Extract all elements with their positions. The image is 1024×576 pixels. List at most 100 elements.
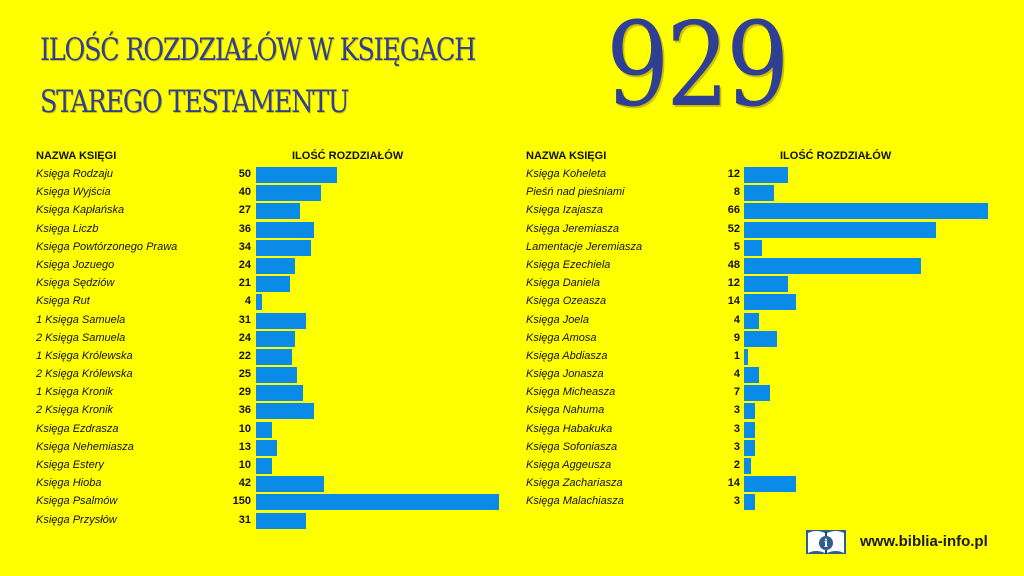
value-label: 13: [238, 440, 251, 453]
bar: [256, 221, 315, 238]
bar: [744, 257, 922, 274]
bar: [256, 203, 300, 220]
category-label: 2 Księga Samuela: [36, 331, 126, 344]
value-label: 24: [238, 258, 251, 271]
open-book-info-icon: i: [806, 530, 846, 554]
bar: [744, 348, 748, 365]
bar-row: Księga Ozeasza 14: [526, 293, 1006, 311]
category-label: Księga Daniela: [526, 277, 600, 290]
category-label: Księga Wyjścia: [36, 186, 111, 199]
bar: [256, 512, 307, 529]
value-label: 3: [733, 422, 740, 435]
category-label: Księga Jonasza: [526, 368, 604, 381]
bar: [256, 185, 321, 202]
category-label: Księga Rodzaju: [36, 168, 114, 180]
value-label: 21: [238, 277, 251, 290]
bar-row: 2 Księga Królewska 25: [36, 366, 516, 384]
value-label: 22: [238, 349, 251, 362]
bar: [744, 403, 756, 420]
category-label: Księga Powtórzonego Prawa: [36, 240, 178, 253]
value-label: 4: [244, 295, 251, 308]
bar-row: Księga Aggeusza 2: [526, 457, 1006, 475]
bar-row: Księga Izajasza 66: [526, 202, 1006, 220]
bar: [744, 203, 988, 220]
bar-row: Księga Kapłańska 27: [36, 202, 516, 220]
value-label: 3: [733, 440, 740, 453]
category-label: Księga Przysłów: [36, 513, 117, 526]
bar: [744, 330, 778, 347]
category-label: Księga Ozeasza: [526, 295, 607, 308]
bar: [256, 294, 263, 311]
bar-row: Księga Amosa 9: [526, 330, 1006, 348]
bar: [256, 167, 337, 183]
bar-row: Księga Sędziów 21: [36, 275, 516, 293]
site-url: www.biblia-info.pl: [860, 533, 988, 550]
category-label: Księga Koheleta: [526, 168, 607, 180]
bar-row: Księga Estery 10: [36, 457, 516, 475]
bar: [256, 312, 307, 329]
category-label: Księga Sofoniasza: [526, 440, 618, 453]
category-label: Księga Jozuego: [36, 258, 115, 271]
bar: [744, 185, 774, 202]
category-label: Księga Sędziów: [36, 277, 115, 290]
value-label: 4: [733, 368, 740, 381]
bar-row: Księga Jozuego 24: [36, 257, 516, 275]
bar-row: Księga Ezechiela 48: [526, 257, 1006, 275]
bar-row: 1 Księga Samuela 31: [36, 312, 516, 330]
bar-row: Księga Malachiasza 3: [526, 493, 1006, 511]
bar: [256, 403, 315, 420]
chart-header-row: NAZWA KSIĘGI ILOŚĆ ROZDZIAŁÓW: [36, 148, 516, 166]
category-label: Księga Liczb: [36, 222, 99, 235]
value-label: 36: [238, 222, 251, 235]
value-label: 2: [733, 459, 740, 471]
category-label: Księga Zachariasza: [526, 477, 623, 490]
category-label: 2 Księga Kronik: [36, 404, 114, 417]
bar: [744, 221, 937, 238]
bar: [744, 167, 789, 183]
value-label: 24: [238, 331, 251, 344]
title-line-1: ILOŚĆ ROZDZIAŁÓW W KSIĘGACH: [40, 32, 476, 68]
value-label: 36: [238, 404, 251, 417]
category-label: Księga Hioba: [36, 477, 102, 490]
category-header: NAZWA KSIĘGI: [36, 150, 117, 162]
category-label: 1 Księga Kronik: [36, 386, 114, 399]
bar-row: Księga Wyjścia 40: [36, 184, 516, 202]
category-label: Pieśń nad pieśniami: [526, 186, 625, 199]
bar: [744, 421, 756, 438]
category-label: Księga Aggeusza: [526, 459, 612, 471]
category-label: Księga Nahuma: [526, 404, 605, 417]
value-label: 12: [727, 277, 740, 290]
value-label: 10: [238, 422, 251, 435]
bar-row: Księga Joela 4: [526, 312, 1006, 330]
value-label: 29: [238, 386, 251, 399]
category-label: 1 Księga Królewska: [36, 349, 133, 362]
bar-row: Księga Daniela 12: [526, 275, 1006, 293]
bar: [256, 239, 312, 256]
total-chapters-number: 929: [606, 0, 790, 133]
bar: [256, 494, 499, 511]
category-label: Księga Amosa: [526, 331, 597, 344]
bar: [256, 458, 273, 474]
value-label: 25: [238, 368, 251, 381]
value-label: 40: [238, 186, 251, 199]
bar-row: 1 Księga Królewska 22: [36, 348, 516, 366]
chart-header-row: NAZWA KSIĘGI ILOŚĆ ROZDZIAŁÓW: [526, 148, 1006, 166]
bar-row: Księga Jeremiasza 52: [526, 221, 1006, 239]
value-label: 31: [238, 513, 251, 526]
bar-row: Księga Ezdrasza 10: [36, 421, 516, 439]
category-label: Księga Habakuka: [526, 422, 613, 435]
value-label: 3: [733, 404, 740, 417]
value-header: ILOŚĆ ROZDZIAŁÓW: [780, 150, 892, 162]
value-label: 42: [238, 477, 251, 490]
bar: [256, 276, 291, 293]
bar-row: Lamentacje Jeremiasza 5: [526, 239, 1006, 257]
bar: [744, 385, 770, 402]
category-label: Księga Psalmów: [36, 495, 118, 508]
category-label: Księga Nehemiasza: [36, 440, 134, 453]
bar: [744, 439, 756, 456]
value-label: 34: [238, 240, 251, 253]
category-label: Lamentacje Jeremiasza: [526, 240, 643, 253]
chart-right: NAZWA KSIĘGI ILOŚĆ ROZDZIAŁÓW Księga Koh…: [526, 148, 1006, 512]
bar-row: Księga Przysłów 31: [36, 512, 516, 530]
bar-row: 1 Księga Kronik 29: [36, 384, 516, 402]
